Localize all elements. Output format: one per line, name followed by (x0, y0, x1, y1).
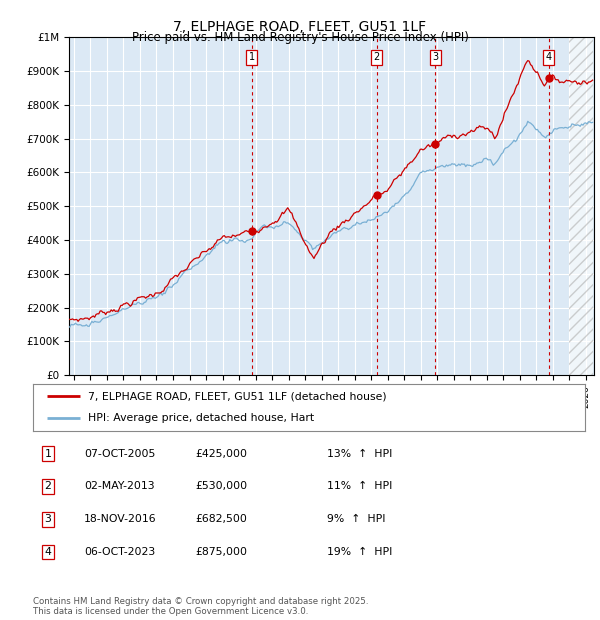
Text: 1: 1 (248, 53, 255, 63)
Text: 11%  ↑  HPI: 11% ↑ HPI (327, 481, 392, 492)
Text: 3: 3 (44, 514, 52, 525)
Text: 3: 3 (432, 53, 438, 63)
Text: £425,000: £425,000 (195, 448, 247, 459)
Text: 7, ELPHAGE ROAD, FLEET, GU51 1LF: 7, ELPHAGE ROAD, FLEET, GU51 1LF (173, 20, 427, 34)
Text: 02-MAY-2013: 02-MAY-2013 (84, 481, 155, 492)
Text: 2: 2 (44, 481, 52, 492)
Text: Price paid vs. HM Land Registry's House Price Index (HPI): Price paid vs. HM Land Registry's House … (131, 31, 469, 44)
Text: 9%  ↑  HPI: 9% ↑ HPI (327, 514, 386, 525)
Text: 13%  ↑  HPI: 13% ↑ HPI (327, 448, 392, 459)
Text: 19%  ↑  HPI: 19% ↑ HPI (327, 547, 392, 557)
Text: 06-OCT-2023: 06-OCT-2023 (84, 547, 155, 557)
Text: HPI: Average price, detached house, Hart: HPI: Average price, detached house, Hart (88, 413, 314, 423)
Text: £682,500: £682,500 (195, 514, 247, 525)
Text: This data is licensed under the Open Government Licence v3.0.: This data is licensed under the Open Gov… (33, 607, 308, 616)
Text: Contains HM Land Registry data © Crown copyright and database right 2025.: Contains HM Land Registry data © Crown c… (33, 597, 368, 606)
Text: 07-OCT-2005: 07-OCT-2005 (84, 448, 155, 459)
Text: 18-NOV-2016: 18-NOV-2016 (84, 514, 157, 525)
Text: 2: 2 (373, 53, 380, 63)
Text: £530,000: £530,000 (195, 481, 247, 492)
Text: 7, ELPHAGE ROAD, FLEET, GU51 1LF (detached house): 7, ELPHAGE ROAD, FLEET, GU51 1LF (detach… (88, 391, 387, 401)
Text: 4: 4 (44, 547, 52, 557)
Text: 1: 1 (44, 448, 52, 459)
Text: £875,000: £875,000 (195, 547, 247, 557)
Text: 4: 4 (546, 53, 552, 63)
